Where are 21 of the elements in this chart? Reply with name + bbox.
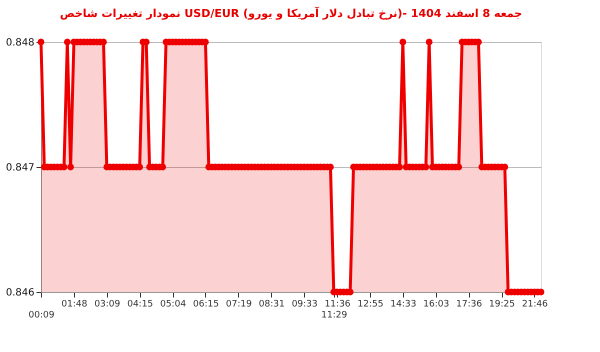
x-tick-label: 05:04	[160, 300, 186, 310]
x-tick-label: 03:09	[94, 300, 121, 310]
x-tick-label: 09:33	[292, 300, 318, 310]
chart-title: نمودار تغییرات شاخص USD/EUR (نرخ تبادل دلار آمریکا و یورو)- جمعه 8 اسفند 1404	[60, 6, 522, 20]
x-tick-label: 21:46	[522, 300, 548, 310]
x-tick-label: 06:15	[193, 300, 219, 310]
x-tick-label: 14:33	[390, 300, 416, 310]
x-tick-label: 11:29	[321, 310, 348, 320]
x-tick-label: 11:36	[324, 300, 351, 310]
x-tick-label: 19:25	[489, 300, 515, 310]
y-tick-label: 0.846	[6, 288, 34, 298]
y-tick-label: 0.847	[6, 162, 34, 174]
x-tick-label: 01:48	[61, 300, 88, 310]
x-tick-label: 12:55	[357, 300, 384, 310]
x-tick-label: 16:03	[423, 300, 450, 310]
x-tick-label: 08:31	[258, 300, 285, 310]
x-tick-label: 17:36	[456, 300, 482, 310]
x-tick-label: 00:09	[28, 310, 55, 320]
x-tick-label: 04:15	[127, 300, 154, 310]
y-tick-label: 0.848	[6, 38, 34, 48]
x-tick-label: 07:19	[226, 300, 252, 310]
